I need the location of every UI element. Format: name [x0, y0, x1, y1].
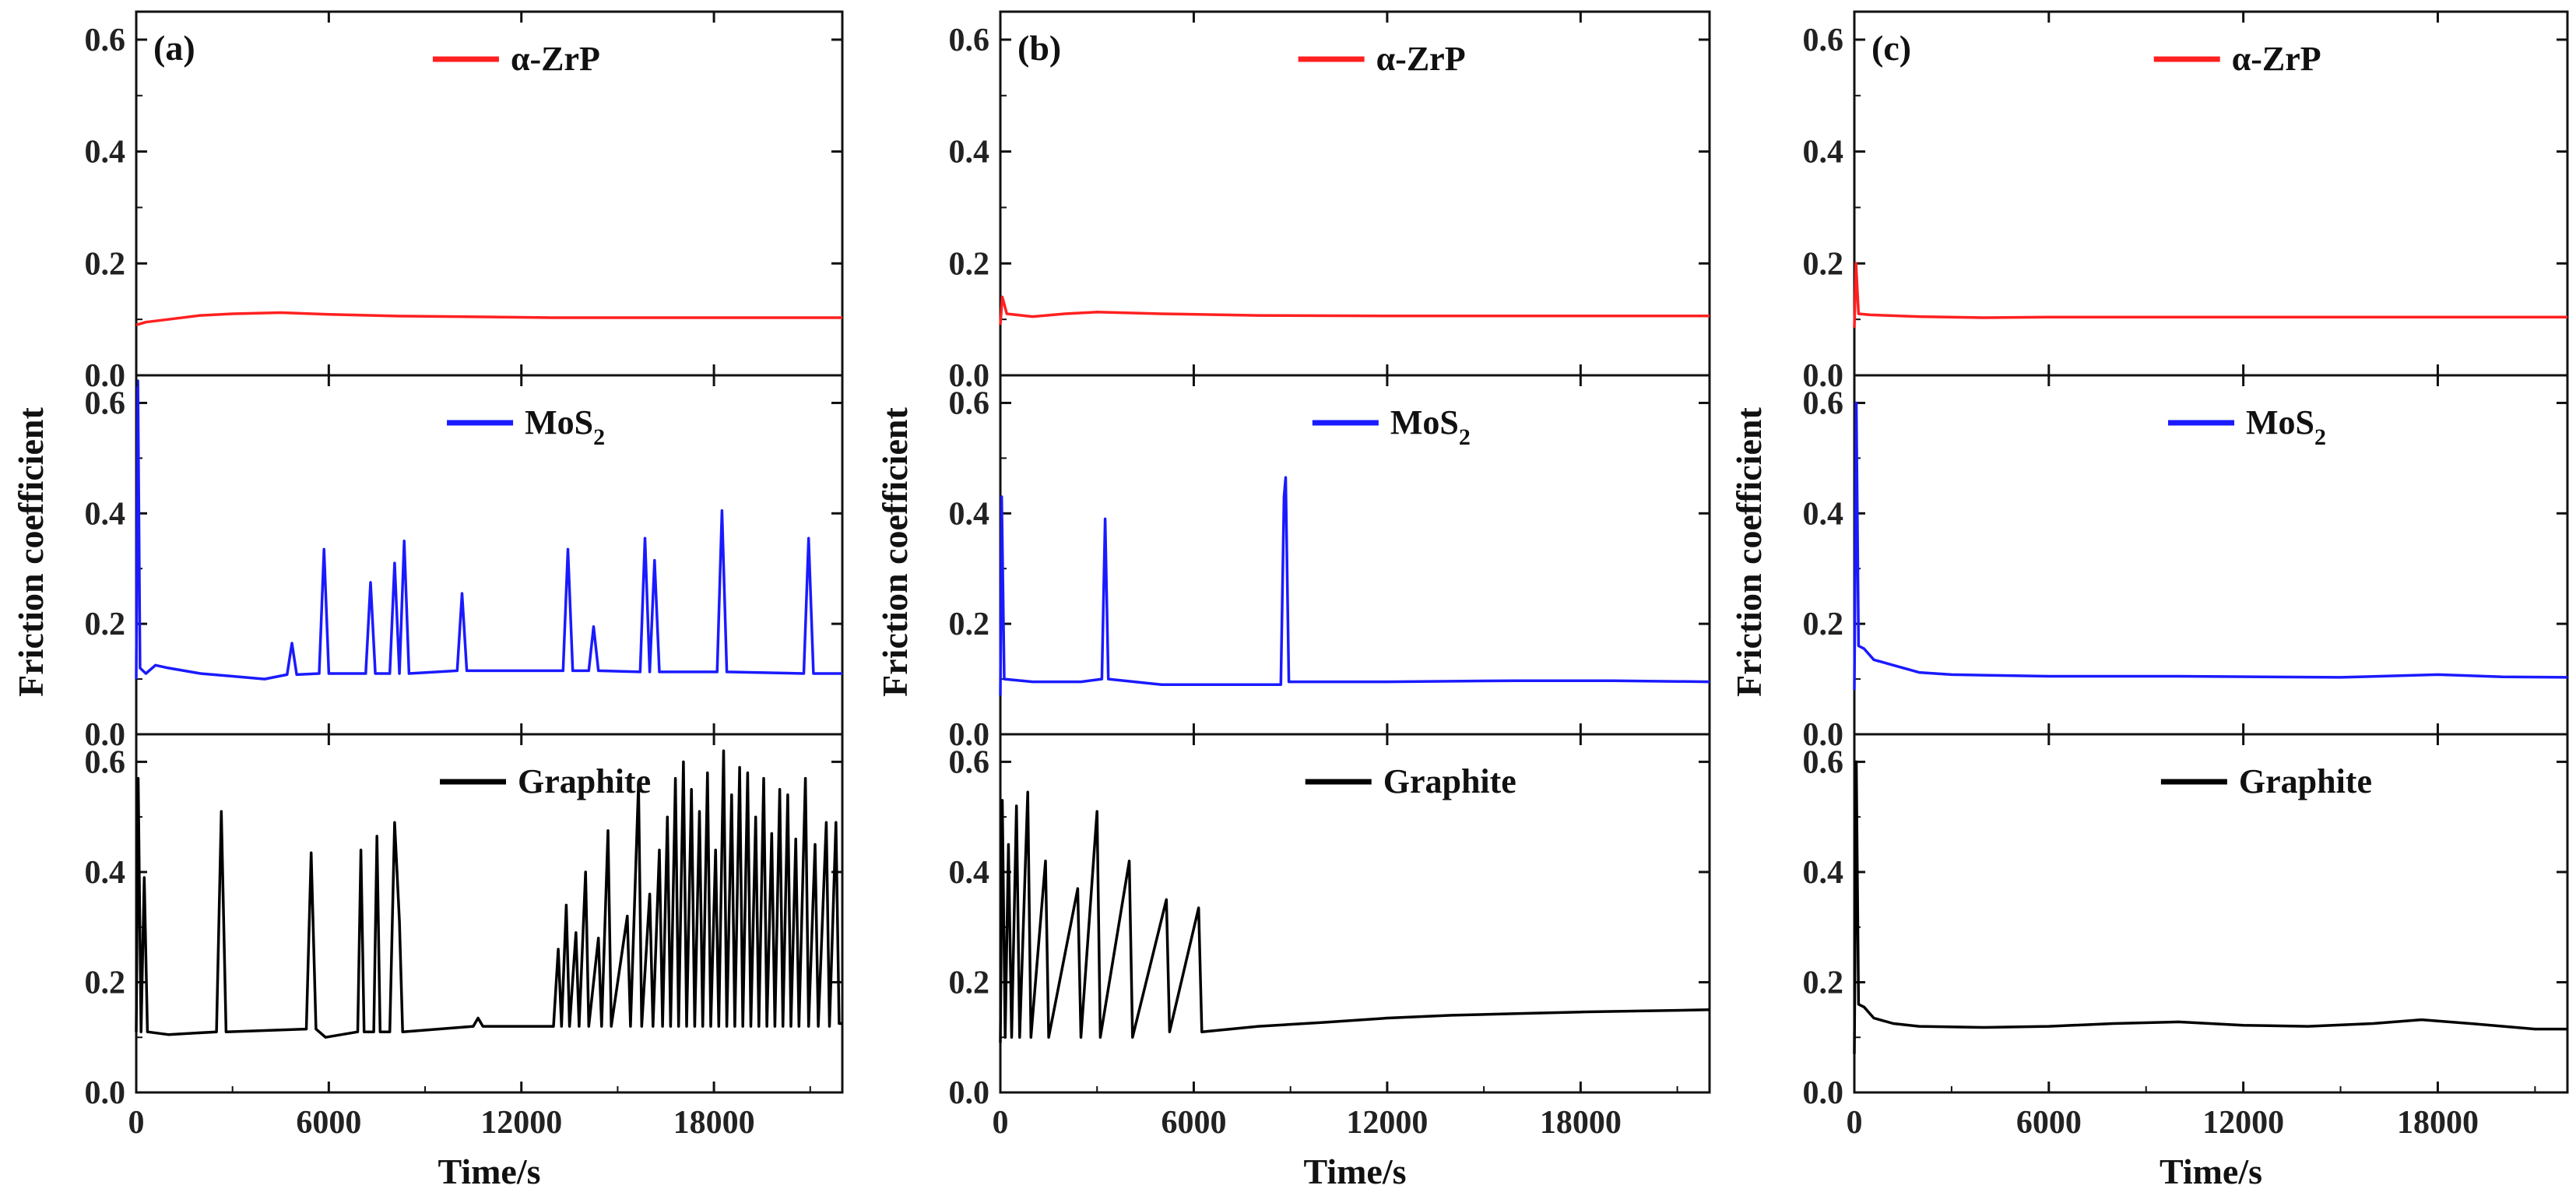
y-tick-label: 0.4 — [949, 496, 990, 532]
y-tick-label: 0.4 — [85, 135, 126, 171]
y-tick-label: 0.0 — [85, 717, 126, 753]
x-tick-label: 18000 — [2397, 1105, 2479, 1141]
y-tick-label: 0.4 — [1803, 496, 1844, 532]
y-tick-label: 0.6 — [85, 23, 126, 58]
y-tick-label: 0.4 — [949, 855, 990, 891]
y-tick-label: 0.6 — [949, 744, 990, 780]
y-axis-title: Friction coefficient — [11, 406, 51, 696]
series-line-zrp — [135, 311, 842, 326]
subplot-frame — [135, 374, 844, 736]
panel-1: 0.0 0.2 0.4 0.6 α-ZrP 0.0 0.2 0.4 0.6 MoS2 0.0 0.2 0… — [11, 10, 844, 1191]
x-tick-label: 18000 — [673, 1105, 755, 1141]
x-tick-label: 0 — [1847, 1105, 1863, 1141]
legend-entry-graphite: Graphite — [518, 762, 651, 800]
y-tick-label: 0.4 — [949, 135, 990, 171]
y-tick-label: 0.6 — [85, 744, 126, 780]
subplot-frame — [999, 10, 1711, 377]
series-line-zrp — [999, 295, 1710, 325]
series-line-graphite — [135, 749, 842, 1039]
x-tick-label: 0 — [128, 1105, 145, 1141]
y-tick-label: 0.2 — [949, 246, 990, 282]
series-line-mos2 — [1853, 401, 2568, 691]
x-axis-title: Time/s — [2160, 1152, 2262, 1191]
y-tick-label: 0.4 — [1803, 855, 1844, 891]
y-tick-label: 0.4 — [1803, 135, 1844, 171]
x-axis-title: Time/s — [1303, 1152, 1406, 1191]
x-axis-title: Time/s — [438, 1152, 540, 1191]
y-tick-label: 0.6 — [1803, 744, 1844, 780]
x-tick-label: 0 — [993, 1105, 1009, 1141]
y-tick-label: 0.0 — [1803, 358, 1844, 394]
y-tick-label: 0.2 — [949, 965, 990, 1001]
legend-mos2-subscript: 2 — [1459, 424, 1471, 450]
legend-entry-zrp: α-ZrP — [1376, 40, 1466, 78]
y-tick-label: 0.2 — [85, 965, 126, 1001]
legend-entry-graphite: Graphite — [2239, 762, 2372, 800]
x-tick-label: 12000 — [2202, 1105, 2284, 1141]
legend-entry-zrp: α-ZrP — [2232, 40, 2321, 78]
series-line-graphite — [1853, 760, 2567, 1054]
panel-label: (c) — [1871, 28, 1911, 68]
y-tick-label: 0.2 — [949, 607, 990, 642]
x-tick-label: 18000 — [1540, 1105, 1622, 1141]
legend-mos2-base: MoS — [525, 403, 593, 441]
series-line-mos2 — [135, 379, 842, 681]
series-line-zrp — [1853, 262, 2567, 328]
x-tick-label: 6000 — [296, 1105, 361, 1141]
legend-entry-zrp: α-ZrP — [511, 40, 600, 78]
y-tick-label: 0.4 — [85, 496, 126, 532]
subplot-frame — [999, 733, 1711, 1094]
y-tick-label: 0.2 — [85, 607, 126, 642]
subplot-frame — [1853, 733, 2569, 1094]
legend-mos2-subscript: 2 — [593, 424, 605, 450]
x-tick-label: 12000 — [480, 1105, 562, 1141]
legend-entry-mos2: MoS2 — [2246, 403, 2326, 450]
y-tick-label: 0.2 — [1803, 246, 1844, 282]
y-tick-label: 0.6 — [1803, 23, 1844, 58]
y-tick-label: 0.0 — [85, 358, 126, 394]
series-line-mos2 — [999, 476, 1710, 696]
y-tick-label: 0.0 — [949, 717, 990, 753]
y-tick-label: 0.6 — [949, 385, 990, 421]
x-tick-label: 6000 — [1161, 1105, 1226, 1141]
y-tick-label: 0.2 — [1803, 965, 1844, 1001]
subplot-frame — [1853, 10, 2569, 377]
subplot-frame — [135, 10, 844, 377]
y-tick-label: 0.0 — [1803, 717, 1844, 753]
y-tick-label: 0.4 — [85, 855, 126, 891]
panel-label: (b) — [1017, 28, 1061, 68]
y-tick-label: 0.0 — [949, 1075, 990, 1111]
y-tick-label: 0.2 — [1803, 607, 1844, 642]
series-line-graphite — [999, 790, 1710, 1043]
subplot-frame — [1853, 374, 2569, 736]
legend-mos2-base: MoS — [2246, 403, 2314, 441]
x-tick-label: 6000 — [2016, 1105, 2082, 1141]
y-tick-label: 0.0 — [85, 1075, 126, 1111]
y-tick-label: 0.0 — [1803, 1075, 1844, 1111]
y-tick-label: 0.6 — [85, 385, 126, 421]
legend-mos2-subscript: 2 — [2314, 424, 2326, 450]
legend-entry-mos2: MoS2 — [1390, 403, 1471, 450]
panel-2: 0.0 0.2 0.4 0.6 α-ZrP 0.0 0.2 0.4 0.6 MoS2 0.0 0.2 0… — [875, 10, 1711, 1191]
y-tick-label: 0.6 — [949, 23, 990, 58]
legend-mos2-base: MoS — [1390, 403, 1459, 441]
y-tick-label: 0.6 — [1803, 385, 1844, 421]
panel-3: 0.0 0.2 0.4 0.6 α-ZrP 0.0 0.2 0.4 0.6 MoS2 0.0 0.2 0… — [1729, 10, 2569, 1191]
legend-entry-mos2: MoS2 — [525, 403, 605, 450]
x-tick-label: 12000 — [1346, 1105, 1428, 1141]
y-axis-title: Friction coefficient — [1729, 406, 1769, 696]
y-tick-label: 0.0 — [949, 358, 990, 394]
panel-label: (a) — [153, 28, 195, 68]
y-tick-label: 0.2 — [85, 246, 126, 282]
y-axis-title: Friction coefficient — [875, 406, 915, 696]
legend-entry-graphite: Graphite — [1383, 762, 1516, 800]
